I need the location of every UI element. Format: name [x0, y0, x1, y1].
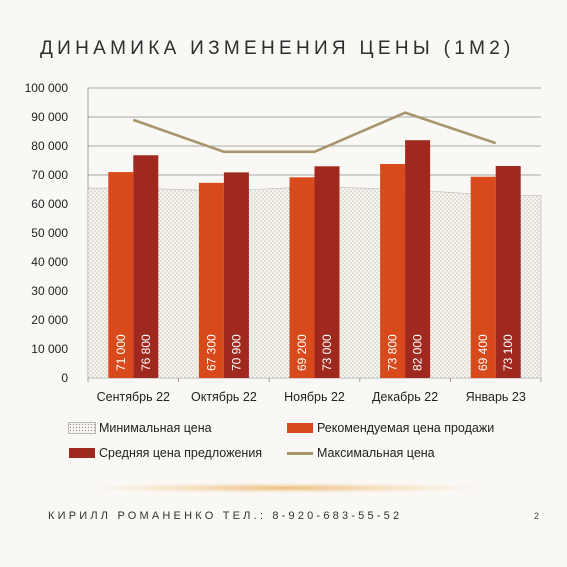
- y-tick-label: 0: [61, 371, 68, 385]
- page-title: ДИНАМИКА ИЗМЕНЕНИЯ ЦЕНЫ (1М2): [40, 38, 515, 59]
- y-tick-label: 10 000: [31, 342, 68, 356]
- x-category-label: Январь 23: [466, 390, 526, 404]
- bar-average: [223, 172, 249, 378]
- bar-recommended: [289, 177, 315, 378]
- data-label-average: 76 800: [139, 334, 153, 371]
- x-category-label: Декабрь 22: [372, 390, 438, 404]
- y-tick-label: 60 000: [31, 197, 68, 211]
- x-category-label: Сентябрь 22: [97, 390, 170, 404]
- data-label-recommended: 71 000: [114, 334, 128, 371]
- page-number: 2: [534, 511, 540, 521]
- data-label-average: 70 900: [229, 334, 243, 371]
- y-tick-label: 80 000: [31, 139, 68, 153]
- data-label-recommended: 73 800: [386, 334, 400, 371]
- max-price-line-layer: [132, 111, 497, 154]
- bar-recommended: [380, 163, 406, 378]
- y-tick-label: 90 000: [31, 110, 68, 124]
- data-label-average: 73 100: [501, 334, 515, 371]
- bars-layer: [108, 140, 521, 378]
- x-category-label: Октябрь 22: [191, 390, 257, 404]
- labels-layer: 0 10 000 20 000 30 000 40 000 50 000 60 000 70 …: [25, 81, 526, 404]
- y-tick-label: 70 000: [31, 168, 68, 182]
- y-tick-label: 40 000: [31, 255, 68, 269]
- y-tick-label: 50 000: [31, 226, 68, 240]
- bar-average: [405, 140, 431, 378]
- decorative-divider: [95, 483, 475, 493]
- bar-average: [133, 155, 159, 378]
- footer-contact: КИРИЛЛ РОМАНЕНКО ТЕЛ.: 8-920-683-55-52: [48, 510, 403, 522]
- y-tick-label: 100 000: [25, 81, 69, 95]
- bar-recommended: [108, 172, 134, 378]
- data-label-recommended: 67 300: [204, 334, 218, 371]
- bar-recommended: [470, 176, 496, 378]
- bar-recommended: [198, 182, 224, 378]
- bar-average: [314, 166, 340, 378]
- y-tick-label: 20 000: [31, 313, 68, 327]
- bar-average: [495, 166, 521, 378]
- data-label-average: 82 000: [411, 334, 425, 371]
- y-tick-label: 30 000: [31, 284, 68, 298]
- data-label-average: 73 000: [320, 334, 334, 371]
- data-label-recommended: 69 200: [295, 334, 309, 371]
- data-label-recommended: 69 400: [476, 334, 490, 371]
- x-category-label: Ноябрь 22: [284, 390, 345, 404]
